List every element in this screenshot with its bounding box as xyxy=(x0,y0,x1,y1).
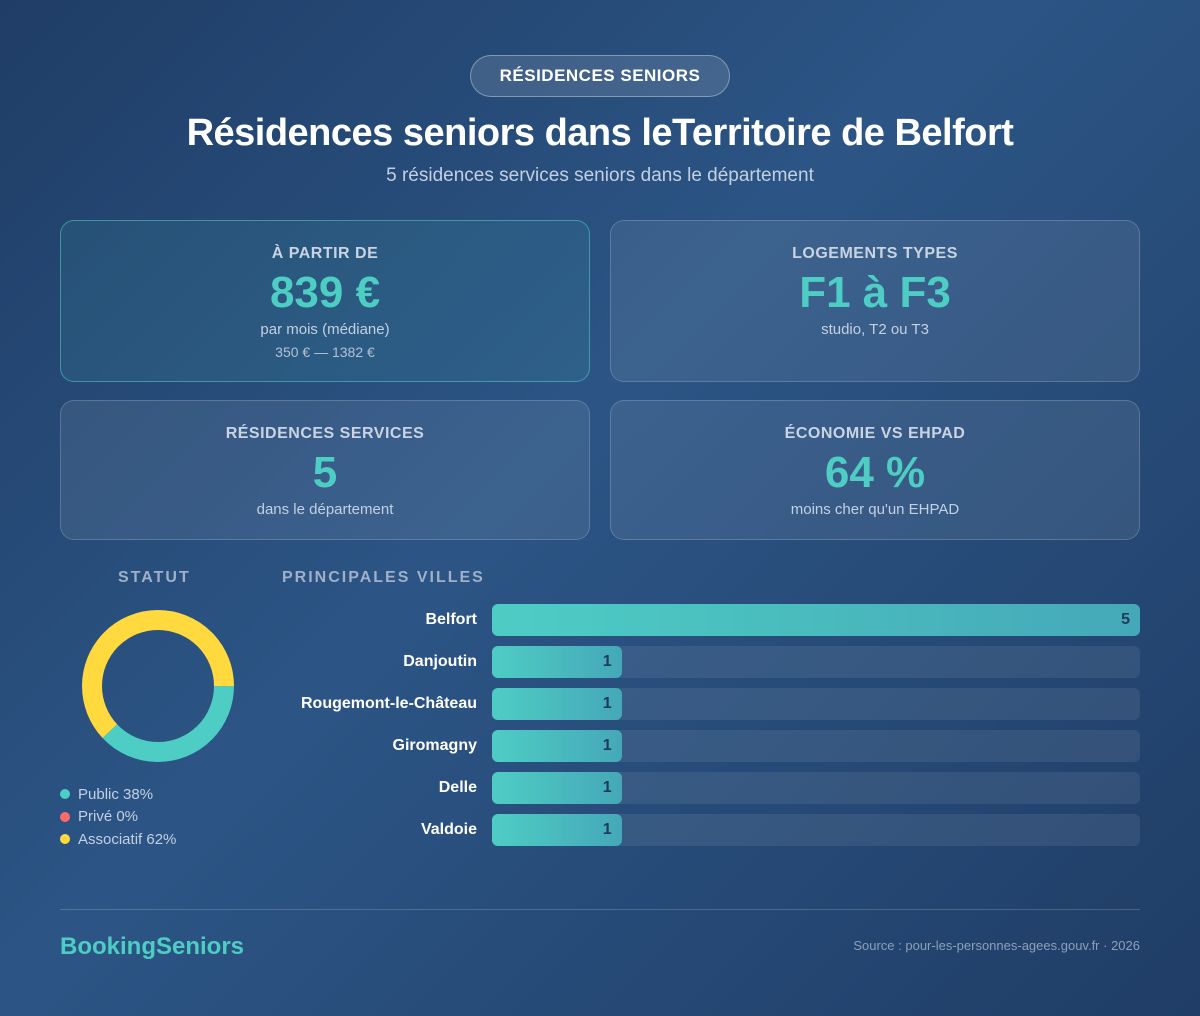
housing-label: LOGEMENTS TYPES xyxy=(792,245,958,262)
bar-row: Valdoie 1 xyxy=(280,814,1140,846)
savings-note: moins cher qu'un EHPAD xyxy=(790,501,960,518)
bar-track: 1 xyxy=(492,730,1140,762)
bar-category-label: Delle xyxy=(438,779,477,796)
bar-value-label: 1 xyxy=(602,695,612,712)
status-section-title: STATUT xyxy=(118,569,191,586)
residences-note: dans le département xyxy=(256,501,394,518)
bar-value-label: 1 xyxy=(602,779,612,796)
cities-section-title: PRINCIPALES VILLES xyxy=(282,569,485,586)
bar-track: 1 xyxy=(492,772,1140,804)
housing-note: studio, T2 ou T3 xyxy=(821,321,929,338)
bar-track: 5 xyxy=(492,604,1140,636)
brand-logo: BookingSeniors xyxy=(60,933,245,960)
bar-value-label: 1 xyxy=(602,737,612,754)
housing-value: F1 à F3 xyxy=(799,268,951,317)
residences-value: 5 xyxy=(312,448,338,497)
source-note: Source : pour-les-personnes-agees.gouv.f… xyxy=(853,938,1140,953)
bar-row: Danjoutin 1 xyxy=(280,646,1140,678)
residences-label: RÉSIDENCES SERVICES xyxy=(225,425,425,442)
category-badge: RÉSIDENCES SENIORS xyxy=(470,55,730,97)
bar-row: Belfort 5 xyxy=(280,604,1140,636)
price-card: À PARTIR DE 839 € par mois (médiane) 350… xyxy=(60,220,590,382)
bar-row: Rougemont-le-Château 1 xyxy=(280,688,1140,720)
status-legend: Public 38% Privé 0% Associatif 62% xyxy=(60,783,176,851)
legend-label: Public 38% xyxy=(78,785,154,803)
page-title: Résidences seniors dans leTerritoire de … xyxy=(186,112,1014,154)
legend-item: Privé 0% xyxy=(60,806,176,829)
legend-label: Associatif 62% xyxy=(78,830,177,848)
legend-dot-icon xyxy=(60,789,70,800)
status-donut-chart xyxy=(82,610,234,762)
bar-value-label: 1 xyxy=(602,821,612,838)
housing-card: LOGEMENTS TYPES F1 à F3 studio, T2 ou T3 xyxy=(610,220,1140,382)
legend-item: Associatif 62% xyxy=(60,828,176,851)
bar-category-label: Valdoie xyxy=(420,821,477,838)
residences-card: RÉSIDENCES SERVICES 5 dans le départemen… xyxy=(60,400,590,540)
legend-dot-icon xyxy=(60,834,70,845)
price-note: par mois (médiane) xyxy=(260,321,390,338)
bar: 1 xyxy=(492,814,622,846)
bar-category-label: Belfort xyxy=(425,611,477,628)
bar-row: Delle 1 xyxy=(280,772,1140,804)
legend-item: Public 38% xyxy=(60,783,176,806)
bar-value-label: 1 xyxy=(602,653,612,670)
page-subtitle: 5 résidences services seniors dans le dé… xyxy=(386,165,814,186)
savings-label: ÉCONOMIE VS EHPAD xyxy=(784,425,966,442)
legend-label: Privé 0% xyxy=(78,808,139,826)
savings-value: 64 % xyxy=(824,448,926,497)
bar: 1 xyxy=(492,646,622,678)
bar-category-label: Giromagny xyxy=(392,737,477,754)
bar: 1 xyxy=(492,730,622,762)
bar-track: 1 xyxy=(492,814,1140,846)
price-label: À PARTIR DE xyxy=(271,245,379,262)
bar-row: Giromagny 1 xyxy=(280,730,1140,762)
bar-track: 1 xyxy=(492,688,1140,720)
bar: 1 xyxy=(492,688,622,720)
bar-category-label: Rougemont-le-Château xyxy=(301,695,477,712)
legend-dot-icon xyxy=(60,811,70,822)
bar: 1 xyxy=(492,772,622,804)
savings-card: ÉCONOMIE VS EHPAD 64 % moins cher qu'un … xyxy=(610,400,1140,540)
bar: 5 xyxy=(492,604,1140,636)
bar-track: 1 xyxy=(492,646,1140,678)
bar-category-label: Danjoutin xyxy=(403,653,477,670)
footer-divider xyxy=(60,909,1140,910)
bar-value-label: 5 xyxy=(1121,611,1130,628)
price-range: 350 € — 1382 € xyxy=(275,344,375,360)
price-value: 839 € xyxy=(269,268,381,317)
donut-slice-2 xyxy=(82,610,234,762)
